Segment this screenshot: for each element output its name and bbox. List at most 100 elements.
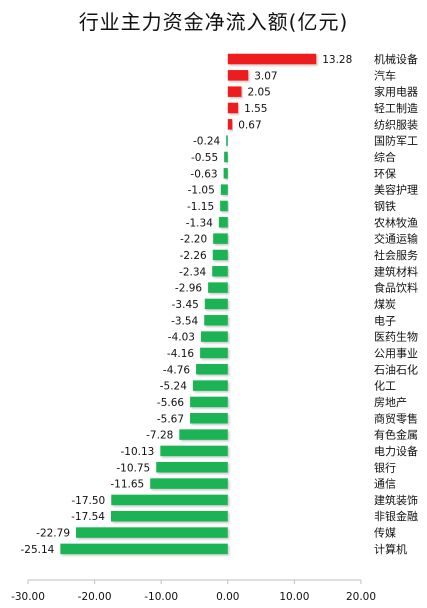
value-label-22: -5.67 xyxy=(157,413,184,425)
value-label-10: -1.34 xyxy=(186,217,213,229)
x-tick-label-5: 20.00 xyxy=(346,591,376,603)
bar-26 xyxy=(150,478,228,489)
value-label-21: -5.66 xyxy=(157,397,184,409)
category-label-2: 家用电器 xyxy=(374,85,418,99)
category-label-18: 公用事业 xyxy=(374,347,418,360)
bar-4 xyxy=(227,119,233,130)
value-label-23: -7.28 xyxy=(146,430,173,442)
bar-12 xyxy=(212,249,228,261)
bar-25 xyxy=(156,462,228,473)
value-label-28: -17.54 xyxy=(71,511,105,523)
bar-13 xyxy=(212,266,228,277)
bar-10 xyxy=(218,217,228,228)
bar-27 xyxy=(111,494,228,506)
bar-15 xyxy=(204,298,228,310)
category-label-25: 银行 xyxy=(374,460,396,474)
value-label-12: -2.26 xyxy=(180,250,207,262)
bar-29 xyxy=(76,527,228,538)
value-label-5: -0.24 xyxy=(193,136,220,148)
value-label-11: -2.20 xyxy=(180,234,207,246)
value-label-1: 3.07 xyxy=(254,70,277,82)
bar-18 xyxy=(200,347,228,359)
category-label-4: 纺织服装 xyxy=(374,117,418,131)
bar-6 xyxy=(224,151,228,163)
bar-30 xyxy=(60,543,228,555)
value-label-3: 1.55 xyxy=(244,103,267,115)
category-label-21: 房地产 xyxy=(374,395,407,409)
value-label-4: 0.67 xyxy=(238,119,261,131)
x-tick-label-0: -30.00 xyxy=(11,591,45,603)
bar-19 xyxy=(196,364,228,375)
value-label-9: -1.15 xyxy=(187,201,214,213)
value-label-6: -0.55 xyxy=(191,152,218,164)
bar-16 xyxy=(204,315,228,326)
bar-17 xyxy=(200,331,228,342)
bar-28 xyxy=(110,510,228,522)
value-label-15: -3.45 xyxy=(172,299,199,311)
value-label-25: -10.75 xyxy=(116,462,150,474)
category-label-20: 化工 xyxy=(374,379,396,393)
bar-11 xyxy=(213,233,228,244)
value-label-8: -1.05 xyxy=(188,185,215,197)
category-label-28: 非银金融 xyxy=(374,509,418,523)
category-label-3: 轻工制造 xyxy=(374,101,418,115)
value-label-16: -3.54 xyxy=(171,315,198,327)
category-label-24: 电力设备 xyxy=(374,444,418,458)
bar-1 xyxy=(227,70,249,81)
value-label-7: -0.63 xyxy=(190,168,217,180)
bar-20 xyxy=(192,380,228,391)
value-label-20: -5.24 xyxy=(160,381,187,393)
category-label-14: 食品饮料 xyxy=(374,281,418,295)
category-label-27: 建筑装饰 xyxy=(374,493,418,507)
value-label-17: -4.03 xyxy=(168,332,195,344)
category-label-9: 钢铁 xyxy=(374,200,396,213)
value-label-18: -4.16 xyxy=(167,348,194,360)
category-label-19: 石油石化 xyxy=(374,362,418,376)
bar-24 xyxy=(160,445,228,457)
bar-7 xyxy=(223,168,228,179)
x-tick-label-3: 0.00 xyxy=(216,591,239,603)
value-label-19: -4.76 xyxy=(163,364,190,376)
category-label-6: 综合 xyxy=(374,150,396,164)
value-label-2: 2.05 xyxy=(247,87,270,99)
value-label-26: -11.65 xyxy=(110,479,144,491)
bar-3 xyxy=(227,102,239,114)
bar-14 xyxy=(208,282,228,293)
x-tick-label-1: -20.00 xyxy=(78,591,112,603)
value-label-13: -2.34 xyxy=(179,266,206,278)
bar-0 xyxy=(227,53,317,65)
category-label-13: 建筑材料 xyxy=(374,264,418,278)
bar-23 xyxy=(179,429,228,440)
bar-2 xyxy=(227,86,242,97)
value-label-24: -10.13 xyxy=(120,446,154,458)
category-label-10: 农林牧渔 xyxy=(374,215,418,229)
category-label-23: 有色金属 xyxy=(374,428,418,442)
x-tick-label-4: 10.00 xyxy=(279,591,309,603)
bar-9 xyxy=(220,200,228,212)
category-label-8: 美容护理 xyxy=(374,183,418,197)
category-label-12: 社会服务 xyxy=(374,248,418,262)
chart-title: 行业主力资金净流入额(亿元) xyxy=(78,10,349,34)
category-label-0: 机械设备 xyxy=(374,52,418,66)
bar-21 xyxy=(190,396,228,408)
value-label-30: -25.14 xyxy=(21,544,55,556)
value-label-0: 13.28 xyxy=(322,54,352,66)
category-label-26: 通信 xyxy=(374,478,396,491)
category-label-30: 计算机 xyxy=(374,542,407,556)
category-label-7: 环保 xyxy=(374,166,396,180)
category-label-15: 煤炭 xyxy=(374,298,396,311)
category-label-11: 交通运输 xyxy=(374,232,418,246)
category-label-22: 商贸零售 xyxy=(374,411,418,425)
value-label-29: -22.79 xyxy=(36,528,70,540)
category-label-5: 国防军工 xyxy=(374,134,418,148)
bar-5 xyxy=(226,135,228,146)
category-label-1: 汽车 xyxy=(374,68,396,82)
value-label-27: -17.50 xyxy=(71,495,105,507)
category-label-29: 传媒 xyxy=(374,527,396,540)
value-label-14: -2.96 xyxy=(175,283,202,295)
bar-8 xyxy=(220,184,228,195)
category-label-17: 医药生物 xyxy=(374,330,418,344)
x-tick-label-2: -10.00 xyxy=(144,591,178,603)
category-label-16: 电子 xyxy=(374,314,396,327)
